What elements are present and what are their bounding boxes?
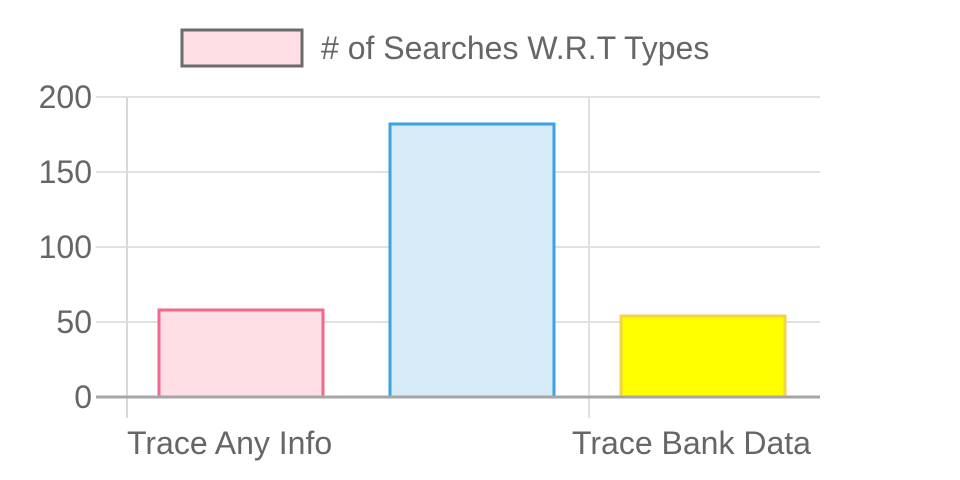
y-tick-label: 100 — [39, 229, 92, 265]
x-tick-label-trace-bank-data: Trace Bank Data — [572, 425, 811, 461]
y-tick-label: 200 — [39, 79, 92, 115]
bar-2[interactable] — [619, 314, 787, 399]
x-tick-label-trace-any-info: Trace Any Info — [127, 425, 332, 461]
x-axis-ticks: Trace Any Info Trace Bank Data — [127, 425, 811, 461]
bar-1[interactable] — [388, 122, 556, 399]
y-tick-label: 0 — [74, 379, 92, 415]
y-axis-ticks: 200 150 100 50 0 — [39, 79, 92, 415]
legend-swatch — [180, 28, 304, 68]
legend[interactable]: # of Searches W.R.T Types — [180, 28, 709, 68]
legend-label: # of Searches W.R.T Types — [321, 30, 709, 66]
y-tick-label: 150 — [39, 154, 92, 190]
bars — [157, 122, 787, 399]
bar-0[interactable] — [157, 308, 325, 399]
y-tick-label: 50 — [56, 304, 92, 340]
